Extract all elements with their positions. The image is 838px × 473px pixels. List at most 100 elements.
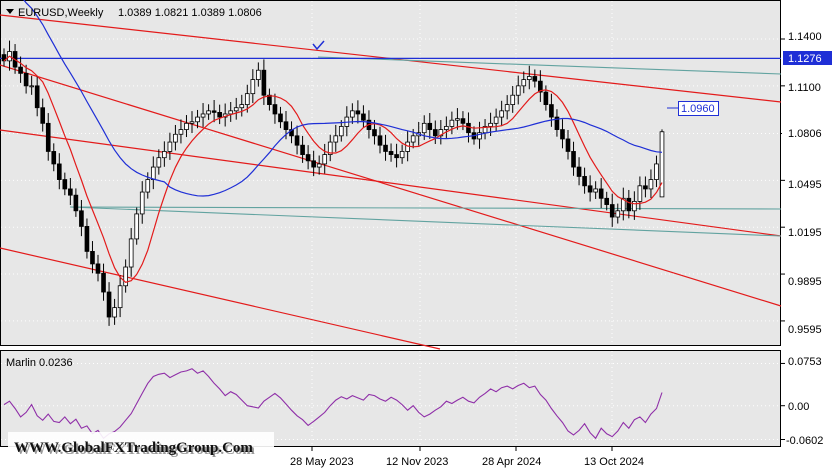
candle-body	[167, 141, 173, 152]
candle-body	[305, 154, 311, 162]
indicator-tick-label: 0.0753	[788, 356, 822, 368]
candle-body	[233, 107, 239, 112]
candle-body	[350, 110, 355, 118]
candle-body	[145, 179, 151, 193]
price-tick-label: 1.1100	[788, 82, 821, 94]
candle-body	[372, 129, 377, 137]
candle-body	[549, 104, 554, 118]
candle-body	[421, 122, 427, 134]
candle-body	[615, 210, 621, 218]
candle-body	[294, 135, 300, 146]
candle-body	[45, 122, 51, 152]
candle-body	[565, 138, 571, 152]
price-plot-frame	[0, 0, 781, 346]
candle-body	[244, 93, 250, 105]
candle-body	[184, 122, 189, 130]
candle-body	[587, 185, 593, 193]
candle-body	[383, 144, 388, 152]
candle-body	[322, 154, 328, 165]
watermark-logo: WWW.GlobalFXTradingGroup.Com WWW.GlobalF…	[8, 432, 274, 472]
candle-body	[173, 133, 178, 143]
candle-body	[576, 166, 582, 177]
price-axis[interactable]: 1.1400 1.1100 1.0495 1.0195 0.9895 0.959…	[788, 31, 822, 336]
candle-body	[554, 116, 560, 130]
svg-text:1.1276: 1.1276	[788, 53, 822, 65]
candle-body	[455, 118, 460, 121]
candle-body	[609, 204, 615, 218]
candle-body	[95, 263, 101, 274]
candle-body	[438, 129, 444, 137]
candle-body	[34, 85, 40, 109]
candle-body	[510, 94, 516, 105]
time-axis[interactable]: 28 May 2023 12 Nov 2023 28 Apr 2024 13 O…	[290, 456, 644, 468]
candle-body	[444, 126, 449, 130]
candle-body	[272, 104, 278, 115]
candle-body	[56, 163, 62, 180]
candle-body	[134, 213, 140, 240]
candle-body	[604, 197, 610, 205]
teal-trend-line	[69, 206, 782, 237]
candle-body	[73, 194, 79, 212]
candle-body	[654, 163, 659, 180]
resistance-level-label: 1.1276	[783, 51, 832, 65]
svg-text:1.0960: 1.0960	[681, 103, 715, 115]
candle-body	[211, 110, 217, 113]
candle-body	[29, 85, 34, 88]
time-axis-label: 12 Nov 2023	[386, 456, 448, 468]
candle-body	[515, 85, 521, 96]
candle-body	[388, 151, 394, 155]
watermark-text: WWW.GlobalFXTradingGroup.Com	[14, 440, 253, 456]
candle-body	[106, 291, 112, 318]
candle-body	[51, 151, 57, 165]
gridlines	[1, 1, 780, 446]
teal-trend-line	[69, 206, 782, 210]
candle-body	[189, 121, 195, 124]
candle-body	[261, 69, 267, 96]
candle-body	[228, 110, 234, 115]
candle-body	[101, 272, 106, 293]
indicator-tick-label: -0.0602	[786, 435, 823, 447]
candle-body	[112, 307, 117, 318]
candle-body	[659, 131, 665, 198]
indicator-plot-background[interactable]	[0, 350, 781, 447]
indicator-tick-label: 0.00	[788, 401, 809, 413]
candle-body	[256, 69, 261, 80]
candle-body	[239, 104, 245, 109]
candle-body	[123, 266, 128, 287]
time-axis-label: 28 May 2023	[290, 456, 354, 468]
dropdown-triangle-icon[interactable]	[6, 9, 14, 14]
candle-body	[361, 113, 366, 121]
candle-body	[316, 163, 322, 168]
red-channel-line	[0, 247, 441, 350]
candle-body	[499, 110, 504, 118]
candle-body	[327, 141, 333, 155]
price-tick-label: 1.0195	[788, 227, 822, 239]
candle-body	[162, 151, 167, 159]
candle-body	[560, 129, 565, 140]
candle-body	[526, 76, 532, 80]
candle-body	[532, 76, 538, 82]
candle-body	[632, 201, 637, 212]
candle-body	[593, 188, 598, 193]
checkmark-icon	[312, 40, 325, 51]
candle-body	[338, 126, 344, 137]
candle-body	[460, 118, 466, 124]
candle-body	[90, 251, 95, 265]
candle-body	[410, 135, 416, 143]
watermark-shadow: WWW.GlobalFXTradingGroup.Com	[16, 442, 255, 458]
candle-body	[521, 79, 527, 87]
candle-body	[79, 210, 84, 227]
candle-body	[333, 135, 339, 143]
candle-body	[477, 132, 482, 140]
indicator-plot-frame	[0, 350, 781, 447]
candle-body	[206, 110, 211, 115]
candle-body	[278, 113, 283, 123]
candle-body	[18, 66, 23, 74]
svg-text:1.0806: 1.0806	[788, 128, 822, 140]
candle-body	[217, 112, 222, 118]
candle-body	[150, 166, 156, 180]
candle-body	[195, 116, 200, 123]
indicator-axis[interactable]: 0.0753 0.00 -0.0602	[786, 356, 823, 447]
candle-body	[311, 160, 316, 168]
